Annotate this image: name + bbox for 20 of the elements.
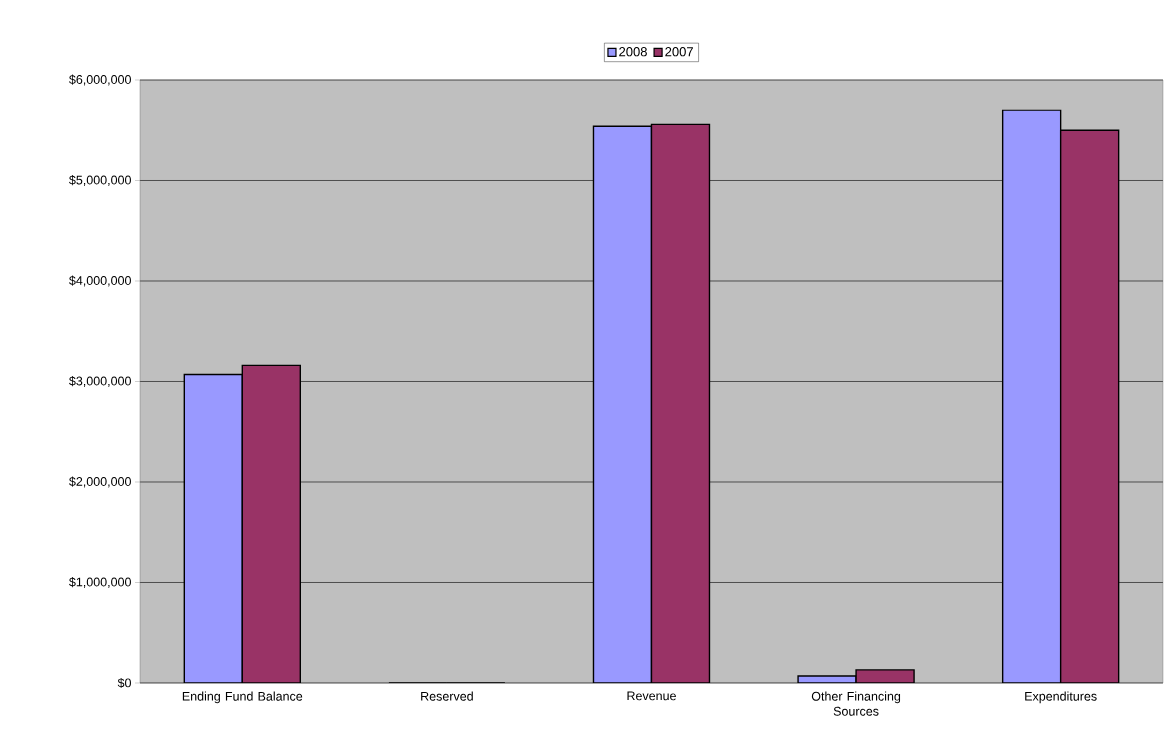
y-tick-label: $3,000,000 xyxy=(69,376,131,387)
y-tick-label: $2,000,000 xyxy=(69,476,131,488)
bar xyxy=(241,364,301,683)
legend-label: 2007 xyxy=(665,47,693,57)
x-tick-label: Reserved xyxy=(421,691,473,701)
y-tick-label: $6,000,000 xyxy=(69,74,131,86)
x-tick-label: Ending Fund Balance xyxy=(182,691,303,704)
x-tick-label: Revenue xyxy=(627,691,676,701)
y-tick-label: $1,000,000 xyxy=(69,577,131,588)
y-tick-label: $5,000,000 xyxy=(69,175,131,186)
bar xyxy=(592,125,653,683)
y-tick-label: $4,000,000 xyxy=(69,275,131,287)
legend-label: 2008 xyxy=(619,47,647,57)
bar xyxy=(1059,129,1120,683)
bar xyxy=(650,123,711,683)
bar xyxy=(183,373,243,683)
bar xyxy=(1001,109,1062,683)
x-tick-label: Expenditures xyxy=(1025,691,1097,704)
x-tick-label: Other Financing Sources xyxy=(811,691,901,716)
y-tick-label: $0 xyxy=(117,677,131,689)
